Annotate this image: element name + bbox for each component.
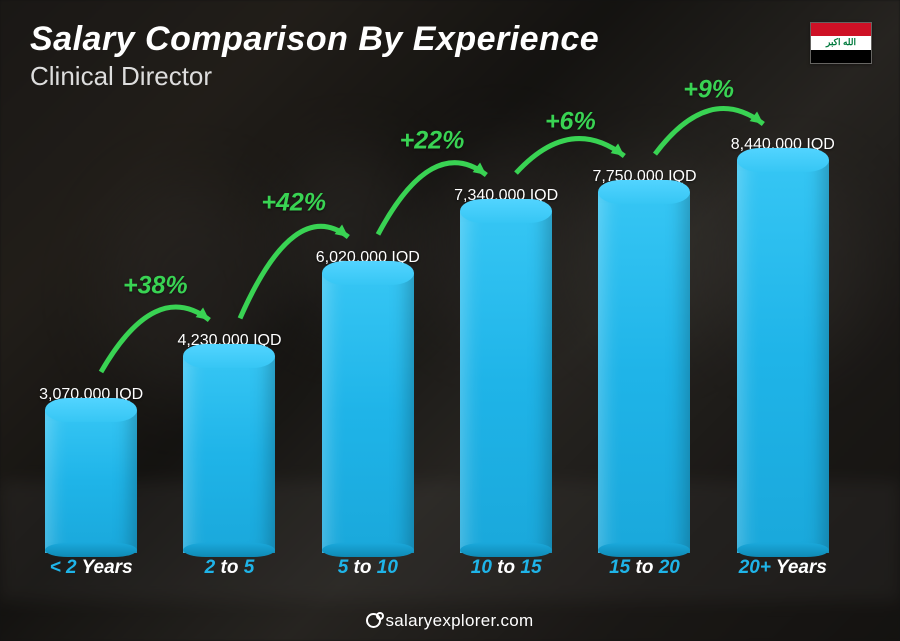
bar — [737, 160, 829, 553]
page-subtitle: Clinical Director — [30, 61, 599, 92]
logo-icon — [366, 613, 381, 628]
footer-site: salaryexplorer.com — [385, 611, 533, 630]
bar — [322, 273, 414, 553]
percent-increase-badge: +9% — [683, 76, 734, 105]
bar — [45, 410, 137, 553]
percent-increase-badge: +38% — [123, 272, 188, 301]
chart-area: 3,070,000 IQD4,230,000 IQD6,020,000 IQD7… — [22, 100, 852, 583]
flag-stripe-black — [811, 50, 871, 63]
bar-slot: 6,020,000 IQD — [299, 100, 437, 553]
title-block: Salary Comparison By Experience Clinical… — [30, 20, 599, 92]
percent-increase-badge: +22% — [400, 127, 465, 156]
bar-slot: 7,340,000 IQD — [437, 100, 575, 553]
percent-increase-badge: +42% — [261, 188, 326, 217]
page-title: Salary Comparison By Experience — [30, 20, 599, 59]
x-axis-labels: < 2 Years2 to 55 to 1010 to 1515 to 2020… — [22, 557, 852, 583]
x-axis-label: 10 to 15 — [437, 557, 575, 583]
bar — [598, 192, 690, 553]
bar-slot: 4,230,000 IQD — [160, 100, 298, 553]
percent-increase-badge: +6% — [545, 108, 596, 137]
x-axis-label: 5 to 10 — [299, 557, 437, 583]
bars-row: 3,070,000 IQD4,230,000 IQD6,020,000 IQD7… — [22, 100, 852, 553]
bar-slot: 7,750,000 IQD — [575, 100, 713, 553]
flag-stripe-red — [811, 23, 871, 36]
bar-slot: 8,440,000 IQD — [714, 100, 852, 553]
x-axis-label: 2 to 5 — [160, 557, 298, 583]
flag-stripe-white: الله اكبر — [811, 36, 871, 49]
footer: salaryexplorer.com — [0, 611, 900, 631]
x-axis-label: 15 to 20 — [575, 557, 713, 583]
bar-slot: 3,070,000 IQD — [22, 100, 160, 553]
bar — [460, 211, 552, 553]
bar — [183, 356, 275, 553]
x-axis-label: 20+ Years — [714, 557, 852, 583]
iraq-flag-icon: الله اكبر — [810, 22, 872, 64]
x-axis-label: < 2 Years — [22, 557, 160, 583]
